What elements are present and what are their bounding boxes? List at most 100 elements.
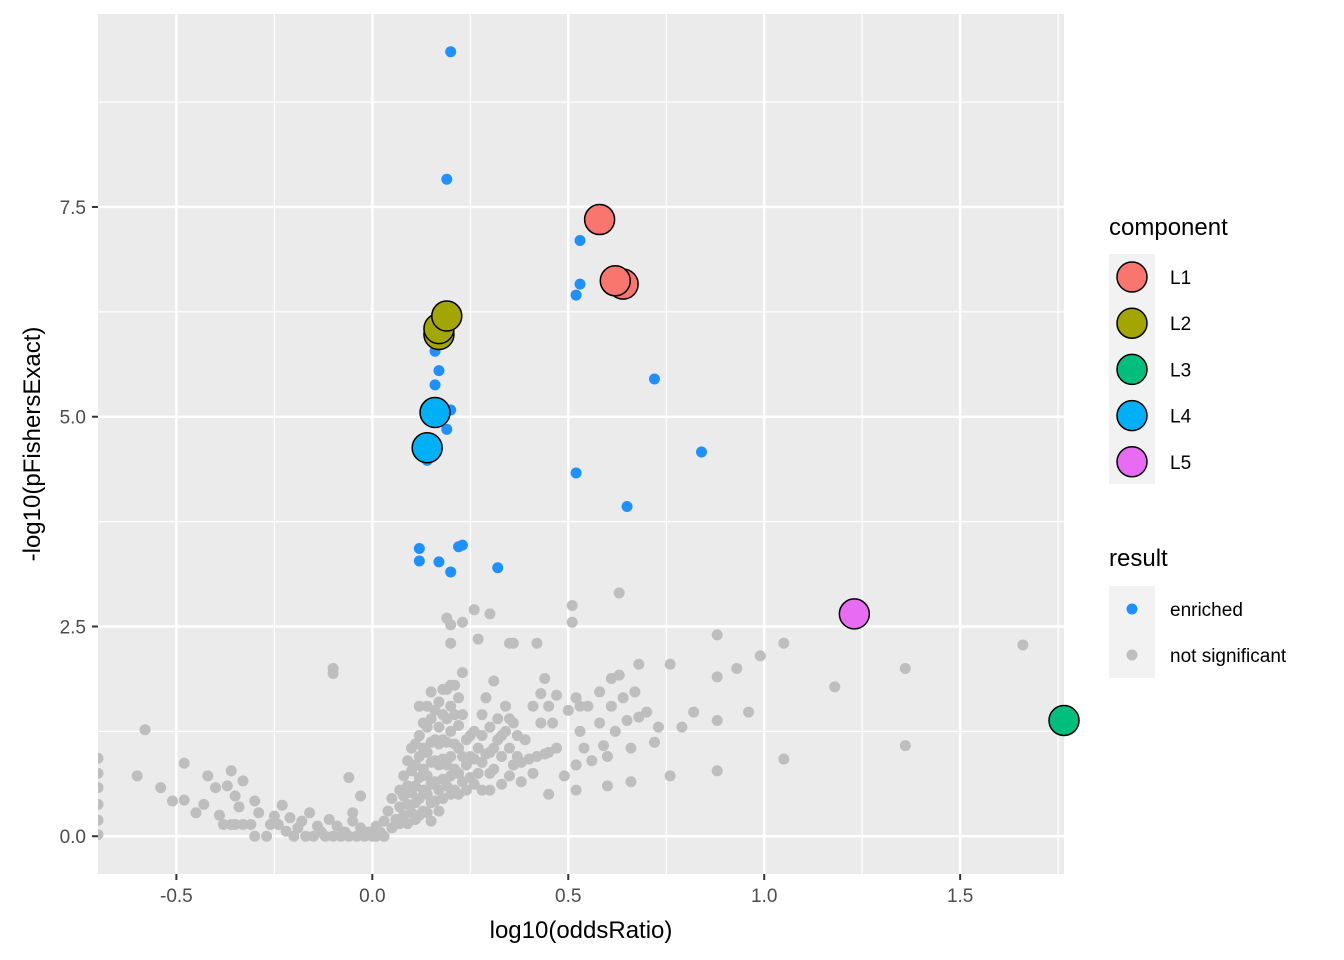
point-not-significant bbox=[323, 813, 335, 825]
point-not-significant bbox=[574, 700, 586, 712]
point-not-significant bbox=[155, 782, 167, 794]
point-not-significant bbox=[652, 721, 664, 733]
point-not-significant bbox=[633, 658, 645, 670]
point-not-significant bbox=[711, 714, 723, 726]
point-not-significant bbox=[566, 600, 578, 612]
point-not-significant bbox=[394, 818, 406, 830]
point-enriched bbox=[570, 289, 582, 301]
point-not-significant bbox=[331, 820, 343, 832]
point-not-significant bbox=[98, 798, 104, 810]
point-enriched bbox=[621, 501, 633, 513]
x-tick-label: 0.0 bbox=[359, 886, 385, 907]
point-not-significant bbox=[507, 637, 519, 649]
legend-label-not-significant: not significant bbox=[1170, 646, 1287, 667]
point-not-significant bbox=[261, 830, 273, 842]
point-not-significant bbox=[594, 686, 606, 698]
x-tick-label: -0.5 bbox=[160, 886, 193, 907]
point-not-significant bbox=[249, 830, 261, 842]
point-not-significant bbox=[829, 681, 841, 693]
point-not-significant bbox=[778, 753, 790, 765]
point-component-l4 bbox=[419, 396, 451, 429]
point-not-significant bbox=[586, 755, 598, 767]
point-not-significant bbox=[476, 709, 488, 721]
point-component-l1 bbox=[583, 203, 616, 236]
point-not-significant bbox=[249, 795, 261, 807]
point-not-significant bbox=[503, 742, 515, 754]
point-not-significant bbox=[445, 751, 457, 763]
point-not-significant bbox=[98, 767, 104, 779]
point-not-significant bbox=[445, 725, 457, 737]
x-tick-label: 0.5 bbox=[555, 886, 581, 907]
legend-result-keys-bg bbox=[1109, 586, 1155, 678]
point-not-significant bbox=[304, 807, 316, 819]
point-not-significant bbox=[456, 667, 468, 679]
point-not-significant bbox=[166, 795, 178, 807]
point-not-significant bbox=[245, 818, 257, 830]
point-not-significant bbox=[543, 700, 555, 712]
point-not-significant bbox=[472, 742, 484, 754]
point-not-significant bbox=[570, 784, 582, 796]
point-component-l4 bbox=[411, 432, 443, 464]
point-enriched bbox=[492, 562, 504, 574]
point-not-significant bbox=[472, 633, 484, 645]
point-enriched bbox=[453, 541, 465, 553]
point-not-significant bbox=[476, 784, 488, 796]
point-not-significant bbox=[378, 830, 390, 842]
point-not-significant bbox=[343, 830, 355, 842]
legend-component-title: component bbox=[1109, 214, 1228, 241]
point-not-significant bbox=[413, 700, 425, 712]
point-not-significant bbox=[488, 742, 500, 754]
point-not-significant bbox=[488, 763, 500, 775]
point-not-significant bbox=[570, 692, 582, 704]
point-not-significant bbox=[386, 792, 398, 804]
point-not-significant bbox=[398, 770, 410, 782]
point-not-significant bbox=[535, 717, 547, 729]
point-not-significant bbox=[476, 756, 488, 768]
point-not-significant bbox=[229, 790, 241, 802]
point-not-significant bbox=[484, 721, 496, 733]
point-enriched bbox=[433, 556, 445, 568]
point-not-significant bbox=[551, 689, 563, 701]
point-not-significant bbox=[515, 776, 527, 788]
legend-result-title: result bbox=[1109, 545, 1168, 572]
point-not-significant bbox=[531, 637, 543, 649]
point-not-significant bbox=[711, 671, 723, 683]
point-not-significant bbox=[539, 673, 551, 685]
point-not-significant bbox=[711, 629, 723, 641]
legend-key-l2 bbox=[1116, 307, 1148, 339]
point-not-significant bbox=[754, 650, 766, 662]
point-not-significant bbox=[613, 587, 625, 599]
point-not-significant bbox=[480, 692, 492, 704]
point-not-significant bbox=[280, 825, 292, 837]
point-not-significant bbox=[456, 709, 468, 721]
legend-label-l4: L4 bbox=[1170, 407, 1192, 428]
points-components bbox=[411, 203, 1080, 737]
point-not-significant bbox=[351, 830, 363, 842]
point-not-significant bbox=[468, 604, 480, 616]
point-not-significant bbox=[378, 815, 390, 827]
point-not-significant bbox=[233, 801, 245, 813]
point-not-significant bbox=[492, 713, 504, 725]
point-enriched bbox=[413, 555, 425, 567]
x-axis-title: log10(oddsRatio) bbox=[490, 917, 673, 944]
point-not-significant bbox=[217, 818, 229, 830]
point-not-significant bbox=[609, 725, 621, 737]
legend-key-enriched bbox=[1126, 603, 1138, 615]
point-not-significant bbox=[433, 696, 445, 708]
point-not-significant bbox=[484, 608, 496, 620]
x-tick-label: 1.0 bbox=[751, 886, 777, 907]
point-not-significant bbox=[460, 759, 472, 771]
point-enriched bbox=[648, 373, 660, 385]
point-not-significant bbox=[625, 776, 637, 788]
point-not-significant bbox=[445, 637, 457, 649]
x-tick-label: 1.5 bbox=[947, 886, 973, 907]
point-not-significant bbox=[543, 788, 555, 800]
point-enriched bbox=[570, 467, 582, 479]
point-not-significant bbox=[711, 765, 723, 777]
point-not-significant bbox=[629, 686, 641, 698]
point-not-significant bbox=[484, 784, 496, 796]
point-not-significant bbox=[98, 782, 104, 794]
point-enriched bbox=[574, 278, 586, 290]
point-not-significant bbox=[421, 721, 433, 733]
point-not-significant bbox=[327, 667, 339, 679]
